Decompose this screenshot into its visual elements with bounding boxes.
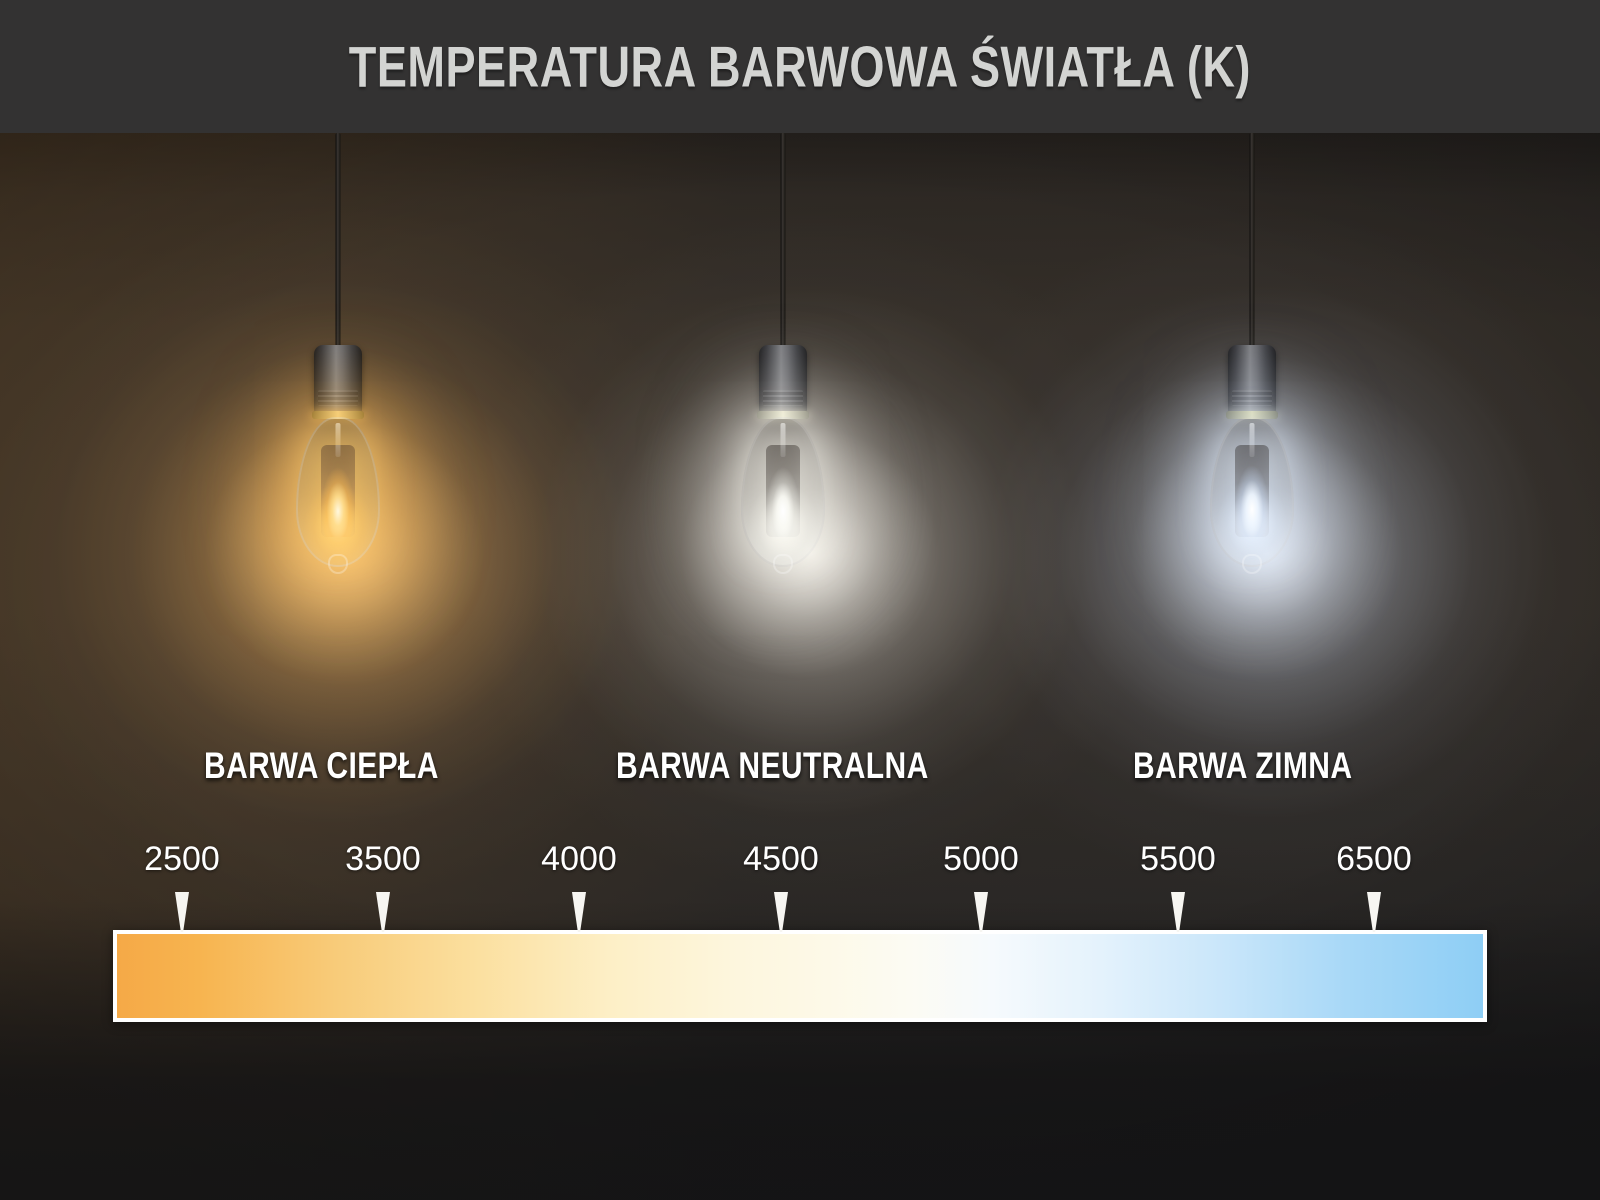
neutral-bulb-cord — [780, 133, 786, 351]
neutral-bulb-filament — [766, 445, 800, 537]
category-label-cool: BARWA ZIMNA — [1133, 746, 1353, 787]
category-label-neutral: BARWA NEUTRALNA — [616, 746, 929, 787]
warm-bulb-stem — [335, 423, 341, 457]
cool-bulb — [1192, 133, 1312, 567]
category-label-warm: BARWA CIEPŁA — [204, 746, 439, 787]
cool-bulb-collar — [1226, 411, 1278, 419]
cool-bulb-glass — [1210, 417, 1294, 567]
header-band: TEMPERATURA BARWOWA ŚWIATŁA (K) — [0, 0, 1600, 133]
cool-bulb-stem — [1249, 423, 1255, 457]
color-temperature-bar — [113, 930, 1487, 1022]
warm-bulb-filament — [321, 445, 355, 537]
neutral-bulb-socket — [759, 345, 807, 415]
warm-bulb-socket — [314, 345, 362, 415]
neutral-bulb-glass — [741, 417, 825, 567]
neutral-bulb — [723, 133, 843, 567]
warm-bulb-cord — [335, 133, 341, 351]
warm-bulb — [278, 133, 398, 567]
warm-bulb-glass — [296, 417, 380, 567]
page-title: TEMPERATURA BARWOWA ŚWIATŁA (K) — [348, 34, 1252, 99]
cool-bulb-socket — [1228, 345, 1276, 415]
wall-scene — [0, 133, 1600, 1200]
neutral-bulb-collar — [757, 411, 809, 419]
cool-bulb-cord — [1249, 133, 1255, 351]
color-temperature-gradient — [117, 934, 1483, 1018]
warm-bulb-collar — [312, 411, 364, 419]
neutral-bulb-stem — [780, 423, 786, 457]
cool-bulb-filament — [1235, 445, 1269, 537]
